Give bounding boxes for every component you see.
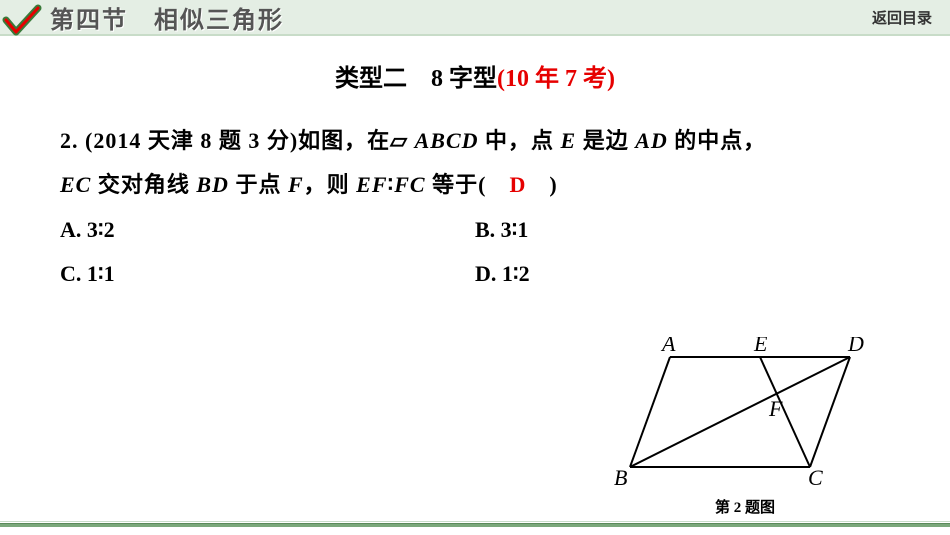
subtitle-suffix: (10 年 7 考) <box>497 66 615 92</box>
content-area: 类型二 8 字型(10 年 7 考) 2. (2014 天津 8 题 3 分)如… <box>0 36 950 287</box>
figure-caption: 第 2 题图 <box>610 496 880 517</box>
title-text: 相似三角形 <box>154 8 284 34</box>
svg-text:B: B <box>614 465 627 487</box>
svg-text:E: E <box>753 337 768 356</box>
svg-text:A: A <box>660 337 676 356</box>
section-label: 第四节 <box>50 8 128 34</box>
header-bar: 第四节 相似三角形 返回目录 <box>0 0 950 36</box>
figure-container: A E D B C F 第 2 题图 <box>610 337 880 517</box>
answer-letter: D <box>509 172 526 197</box>
footer-line <box>0 523 950 527</box>
brand-logo-icon <box>2 0 42 40</box>
svg-text:D: D <box>847 337 864 356</box>
parallelogram-symbol: ▱ <box>390 119 408 163</box>
options-grid: A. 3∶2 B. 3∶1 C. 1∶1 D. 1∶2 <box>60 217 890 287</box>
geometry-figure: A E D B C F <box>610 337 880 487</box>
option-a: A. 3∶2 <box>60 217 475 243</box>
option-d: D. 1∶2 <box>475 261 890 287</box>
svg-text:C: C <box>808 465 823 487</box>
question-stem: 2. (2014 天津 8 题 3 分)如图，在▱ ABCD 中，点 E 是边 … <box>60 119 890 207</box>
page-title: 第四节 相似三角形 <box>50 0 284 35</box>
question-number: 2. <box>60 128 79 153</box>
option-c: C. 1∶1 <box>60 261 475 287</box>
option-b: B. 3∶1 <box>475 217 890 243</box>
return-link[interactable]: 返回目录 <box>872 7 932 28</box>
subtitle: 类型二 8 字型(10 年 7 考) <box>60 58 890 93</box>
question-source: (2014 天津 8 题 3 分) <box>85 128 298 153</box>
subtitle-prefix: 类型二 8 字型 <box>335 66 497 92</box>
svg-text:F: F <box>768 396 783 421</box>
